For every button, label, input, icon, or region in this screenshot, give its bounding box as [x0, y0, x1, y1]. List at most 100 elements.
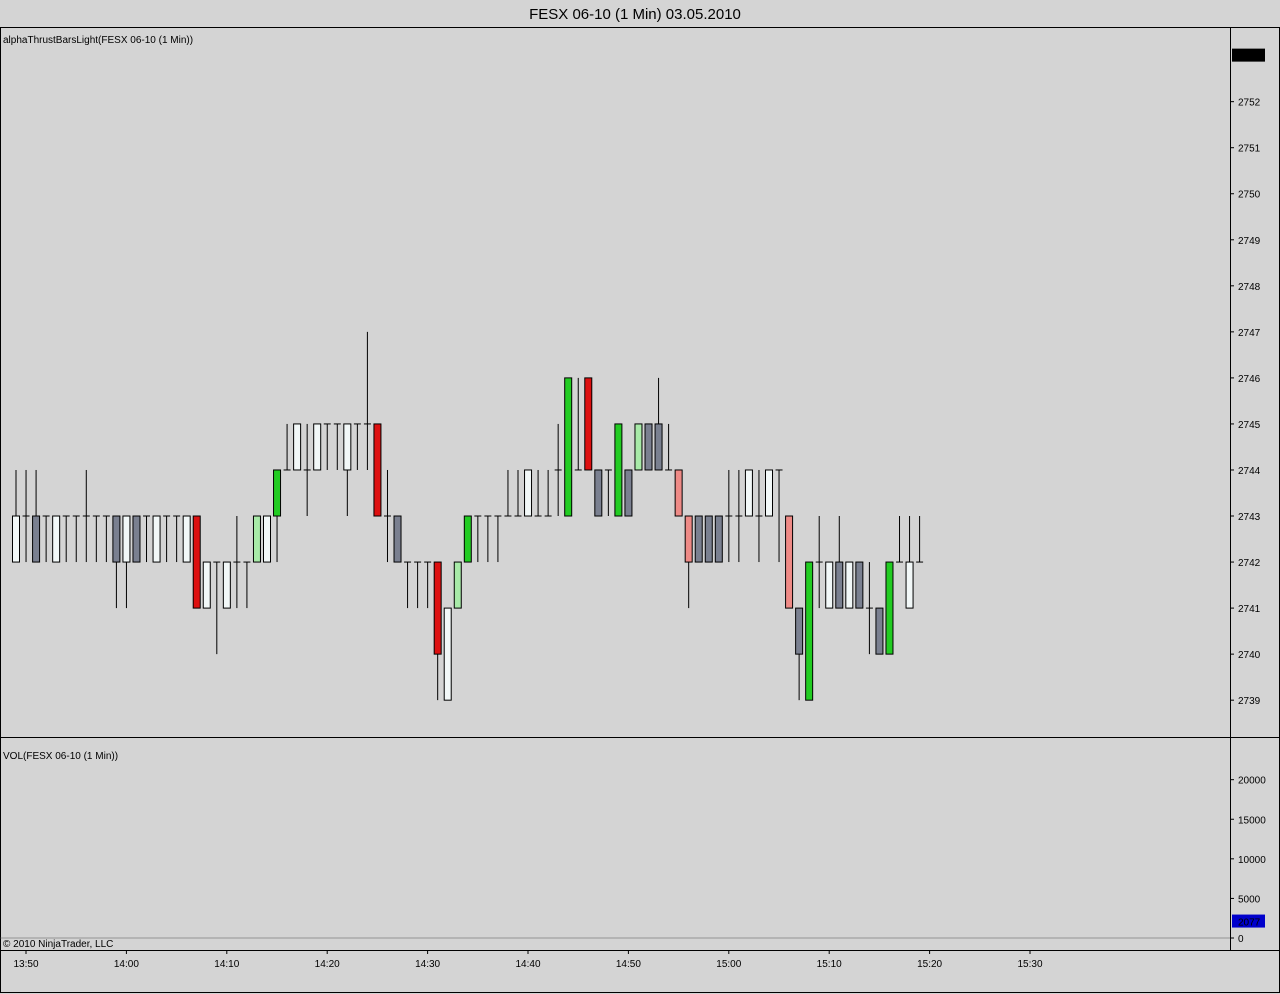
bar-body [714, 515, 723, 563]
bar-body [855, 561, 864, 609]
window-title: FESX 06-10 (1 Min) 03.05.2010 [529, 6, 741, 23]
price-bar [263, 515, 271, 563]
price-bar [494, 515, 502, 563]
price-bar [102, 515, 110, 563]
price-tick-label: 2740 [1238, 650, 1261, 661]
price-bar [233, 516, 241, 609]
price-bar [584, 377, 593, 471]
price-bar [414, 561, 422, 609]
price-bar [112, 515, 121, 609]
price-bar [22, 469, 30, 563]
volume-tick-label: 5000 [1238, 894, 1261, 905]
bar-body [443, 607, 452, 701]
time-tick-label: 15:10 [817, 959, 842, 970]
price-bar [222, 561, 231, 609]
price-bar [825, 561, 834, 609]
bar-body [273, 469, 282, 517]
price-panel[interactable]: alphaThrustBarsLight(FESX 06-10 (1 Min))… [0, 28, 1280, 738]
bar-body [122, 515, 131, 563]
bar-body [835, 561, 844, 609]
time-tick-label: 14:40 [515, 959, 540, 970]
price-bar [173, 515, 181, 563]
price-bar [313, 423, 322, 471]
price-bar [544, 469, 552, 517]
price-bar [273, 469, 282, 563]
bar-body [654, 423, 663, 471]
price-tick-label: 2752 [1238, 98, 1261, 109]
price-axis-ticks: 2739 2740 2741 2742 2743 2744 2745 2746 2747 2748… [1230, 98, 1261, 707]
bar-body [584, 377, 593, 471]
price-bar [283, 423, 291, 471]
price-bar [785, 515, 794, 609]
price-bar [775, 469, 783, 563]
bar-body [785, 515, 794, 609]
time-tick-label: 14:20 [315, 959, 340, 970]
price-bar [534, 469, 542, 517]
price-bar [694, 515, 703, 563]
time-axis-ticks: 13:50 14:00 14:10 14:20 14:30 14:40 14:50 15:00… [13, 950, 1043, 970]
price-bar [634, 423, 643, 471]
price-bar [424, 561, 432, 609]
time-tick-label: 14:00 [114, 959, 139, 970]
volume-panel[interactable]: VOL(FESX 06-10 (1 Min)) 0 5000 10000 15000 2… [0, 738, 1280, 951]
price-bar [443, 607, 452, 701]
price-bar [182, 515, 191, 563]
price-tick-label: 2744 [1238, 466, 1261, 477]
bar-body [634, 423, 643, 471]
price-bar [755, 469, 763, 563]
price-tick-label: 2750 [1238, 190, 1261, 201]
price-bar [383, 469, 391, 563]
price-bar [735, 469, 743, 563]
last-volume-marker-box [1232, 914, 1265, 928]
time-tick-label: 15:20 [917, 959, 942, 970]
bar-body [825, 561, 834, 609]
price-bar [143, 515, 151, 563]
price-bar [504, 469, 512, 517]
bar-body [564, 377, 573, 517]
bar-body [252, 515, 261, 563]
price-tick-label: 2745 [1238, 420, 1261, 431]
price-bar [624, 469, 633, 517]
price-bar [916, 516, 924, 563]
bar-body [313, 423, 322, 471]
price-bar [845, 561, 854, 609]
bar-body [795, 607, 804, 655]
bar-body [594, 469, 603, 517]
price-bar [805, 561, 814, 701]
bar-body [12, 515, 20, 563]
bar-body [805, 561, 814, 701]
price-bar [72, 515, 80, 563]
bar-body [845, 561, 854, 609]
volume-tick-label: 15000 [1238, 815, 1266, 826]
time-tick-label: 14:50 [616, 959, 641, 970]
bar-body [453, 561, 462, 609]
price-bar [564, 377, 573, 517]
bar-body [222, 561, 231, 609]
price-bar [654, 377, 663, 471]
price-bar [665, 423, 673, 471]
last-volume-marker: 2077 [1232, 914, 1265, 929]
price-bar [614, 423, 623, 517]
time-tick-label: 14:30 [415, 959, 440, 970]
price-bar [82, 469, 90, 563]
bar-body [694, 515, 703, 563]
price-bar [192, 515, 201, 609]
price-bar [163, 515, 171, 563]
bar-body [263, 515, 271, 563]
bar-body [684, 515, 693, 563]
price-bar [896, 516, 904, 563]
price-bar [293, 423, 302, 471]
price-bar [554, 423, 562, 517]
bar-body [875, 607, 884, 655]
bar-body [182, 515, 191, 563]
price-tick-label: 2749 [1238, 236, 1261, 247]
last-volume-label: 2077 [1238, 918, 1261, 929]
bar-body [293, 423, 302, 471]
time-tick-label: 15:00 [716, 959, 741, 970]
bar-body [373, 423, 382, 517]
price-tick-label: 2748 [1238, 282, 1261, 293]
volume-tick-label: 0 [1238, 934, 1244, 945]
price-tick-label: 2739 [1238, 696, 1261, 707]
price-bar [725, 469, 733, 563]
